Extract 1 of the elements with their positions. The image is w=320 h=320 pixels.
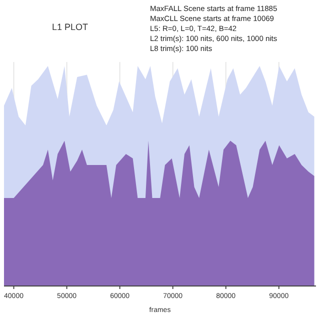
- chart-title: L1 PLOT: [52, 22, 89, 32]
